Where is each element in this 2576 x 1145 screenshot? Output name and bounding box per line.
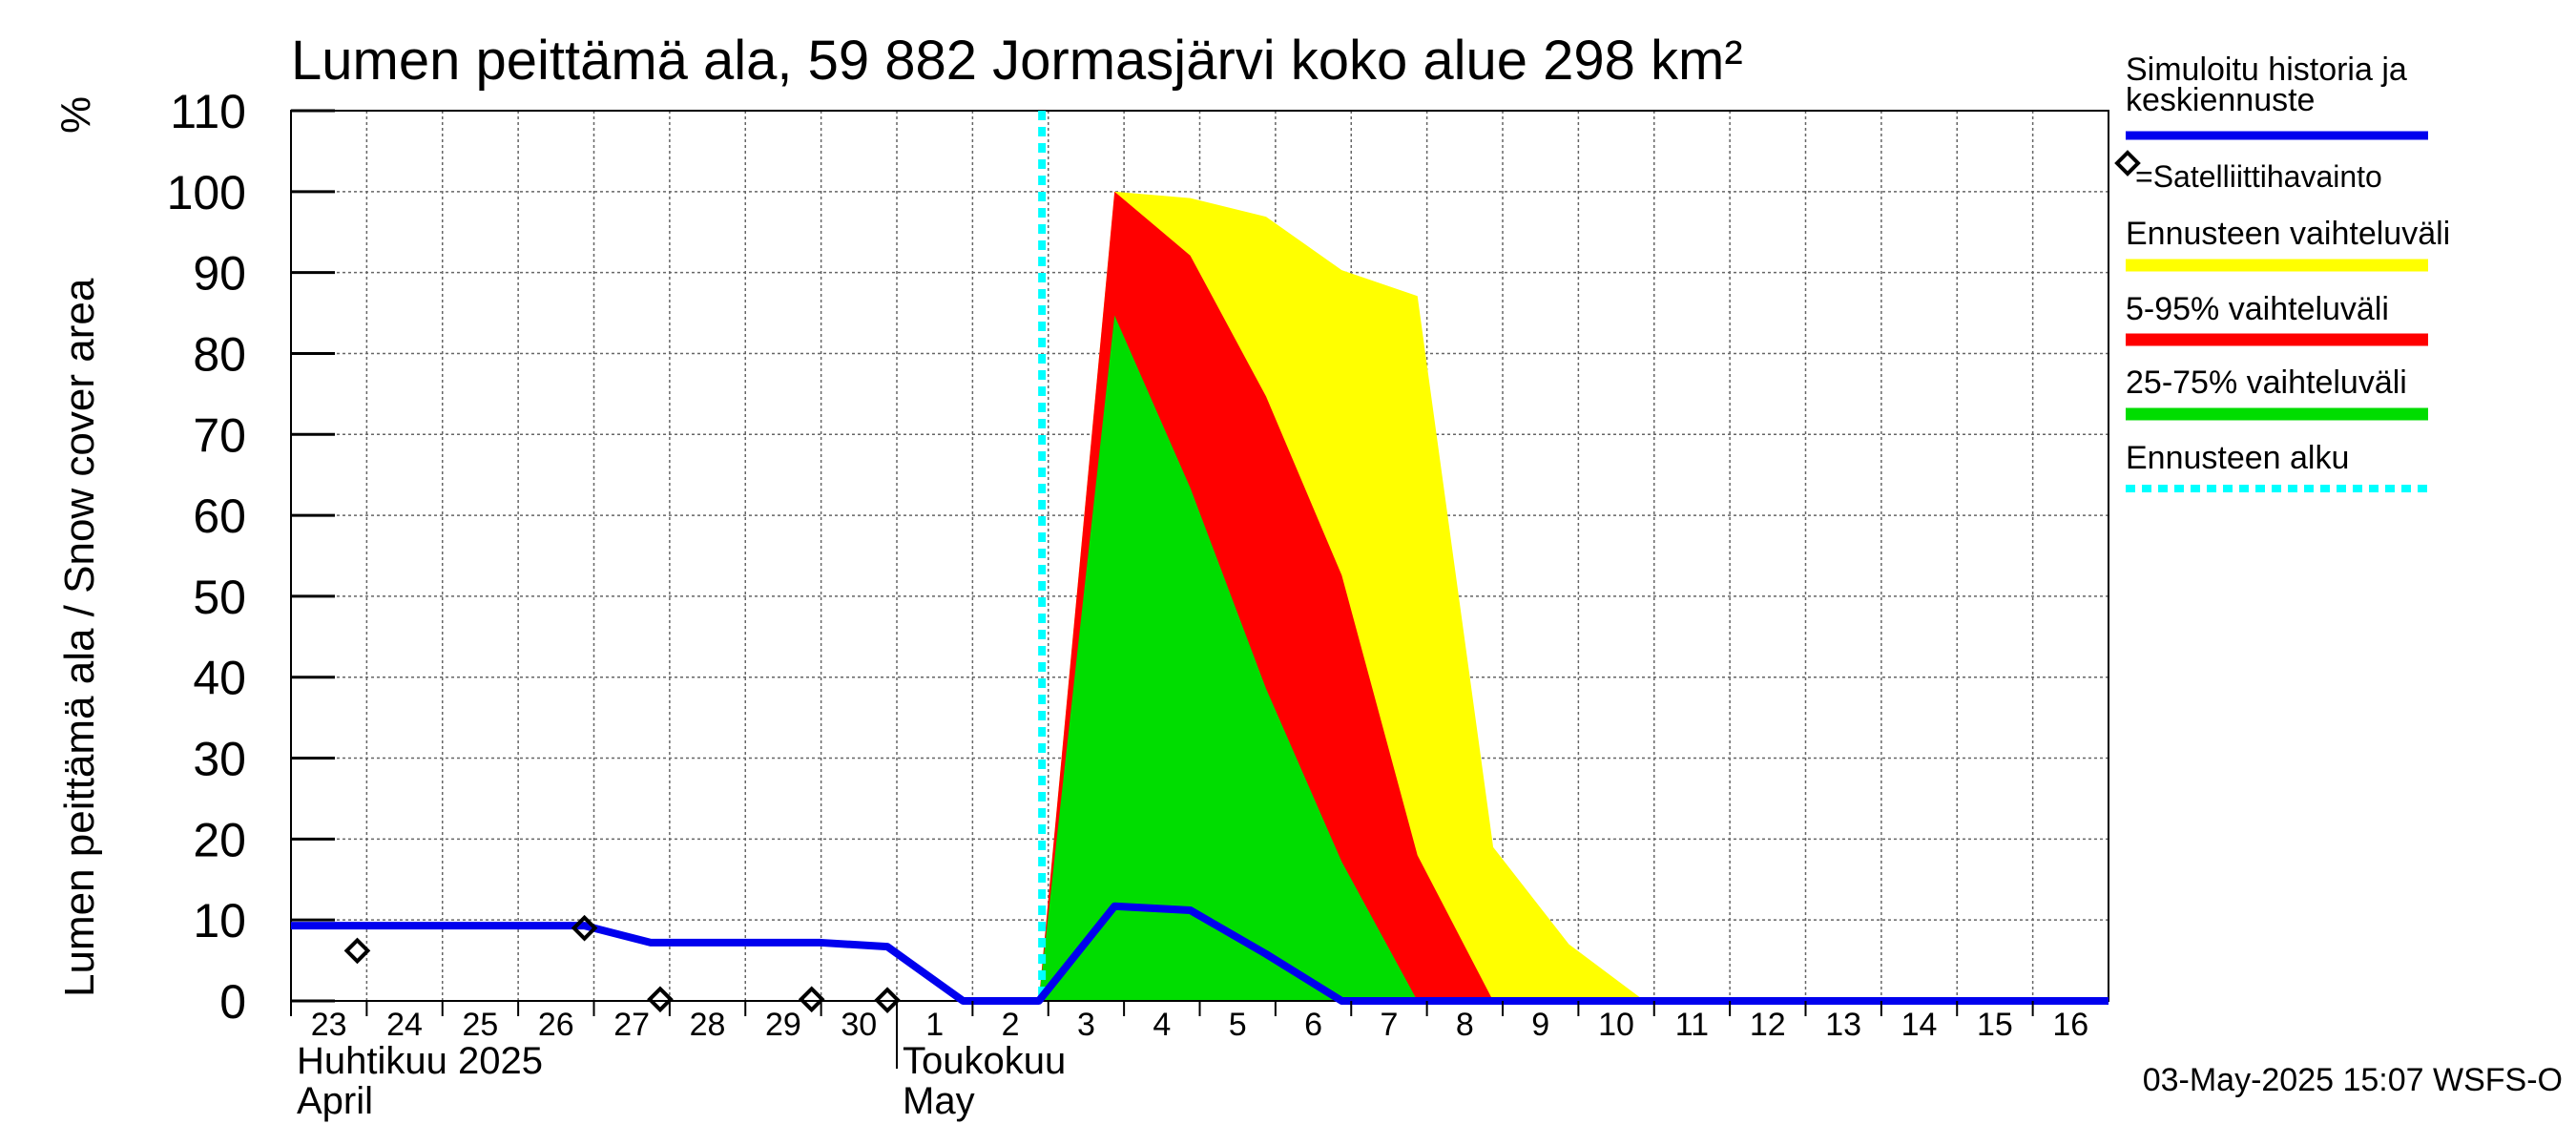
y-tick-label: 70 bbox=[193, 408, 246, 462]
x-tick-label: 14 bbox=[1901, 1007, 1938, 1043]
y-axis-labels: 0 10 20 30 40 50 60 70 80 90 100 110 bbox=[167, 85, 246, 1029]
footer-timestamp: 03-May-2025 15:07 WSFS-O bbox=[2143, 1062, 2563, 1098]
x-tick-label: 1 bbox=[925, 1007, 944, 1043]
x-tick-label: 26 bbox=[538, 1007, 574, 1043]
x-tick-label: 3 bbox=[1077, 1007, 1095, 1043]
x-tick-label: 11 bbox=[1675, 1007, 1709, 1043]
legend-label: Ennusteen alku bbox=[2126, 440, 2349, 476]
legend-marker-satellite bbox=[2114, 150, 2141, 177]
x-tick-label: 5 bbox=[1229, 1007, 1247, 1043]
chart-title: Lumen peittämä ala, 59 882 Jormasjärvi k… bbox=[291, 30, 1743, 92]
axis-ticks bbox=[290, 109, 2034, 1016]
satellite-marker bbox=[647, 986, 674, 1013]
y-axis-unit: % bbox=[52, 96, 99, 134]
x-tick-label: 15 bbox=[1977, 1007, 2013, 1043]
month-label-en: May bbox=[903, 1080, 975, 1122]
y-tick-label: 30 bbox=[193, 733, 246, 786]
x-tick-label: 9 bbox=[1531, 1007, 1549, 1043]
legend-label: 25-75% vaihteluväli bbox=[2126, 364, 2407, 401]
x-tick-label: 28 bbox=[690, 1007, 726, 1043]
y-tick-label: 110 bbox=[170, 85, 246, 138]
y-tick-label: 40 bbox=[193, 652, 246, 705]
y-tick-label: 80 bbox=[193, 327, 246, 381]
y-tick-label: 10 bbox=[193, 894, 246, 947]
x-tick-label: 23 bbox=[311, 1007, 347, 1043]
x-tick-label: 29 bbox=[765, 1007, 801, 1043]
satellite-marker bbox=[798, 986, 825, 1013]
y-tick-label: 50 bbox=[193, 571, 246, 624]
legend-label: 5-95% vaihteluväli bbox=[2126, 291, 2389, 327]
y-tick-label: 20 bbox=[193, 813, 246, 866]
satellite-marker bbox=[571, 914, 598, 942]
x-tick-label: 30 bbox=[841, 1007, 877, 1043]
x-axis-labels: 23 24 25 26 27 28 29 30 1 2 3 4 5 6 7 8 9 10 11 12 13 14 15 16H… bbox=[297, 1001, 2088, 1122]
forecast-bands bbox=[1038, 191, 1645, 1002]
x-tick-label: 24 bbox=[386, 1007, 423, 1043]
x-tick-label: 4 bbox=[1153, 1007, 1171, 1043]
legend-label: =Satelliittihavainto bbox=[2135, 159, 2382, 194]
x-tick-label: 16 bbox=[2052, 1007, 2088, 1043]
x-tick-label: 13 bbox=[1825, 1007, 1861, 1043]
x-tick-label: 10 bbox=[1598, 1007, 1634, 1043]
x-tick-label: 25 bbox=[463, 1007, 499, 1043]
x-tick-label: 8 bbox=[1456, 1007, 1474, 1043]
x-tick-label: 27 bbox=[613, 1007, 650, 1043]
x-tick-label: 7 bbox=[1380, 1007, 1398, 1043]
y-tick-label: 100 bbox=[167, 166, 246, 219]
legend-label: keskiennuste bbox=[2126, 82, 2315, 118]
x-tick-label: 6 bbox=[1304, 1007, 1322, 1043]
y-tick-label: 60 bbox=[193, 489, 246, 543]
x-tick-label: 2 bbox=[1002, 1007, 1020, 1043]
legend-label: Ennusteen vaihteluväli bbox=[2126, 216, 2450, 252]
median-series bbox=[291, 902, 2109, 1005]
band-25-75-vaihteluv-li bbox=[1038, 315, 1418, 1002]
month-label-en: April bbox=[297, 1080, 373, 1122]
month-label: Huhtikuu 2025 bbox=[297, 1040, 543, 1082]
x-tick-label: 12 bbox=[1750, 1007, 1786, 1043]
y-tick-label: 90 bbox=[193, 247, 246, 301]
satellite-observations bbox=[343, 914, 901, 1013]
legend-label: Simuloitu historia ja bbox=[2126, 52, 2407, 88]
month-label: Toukokuu bbox=[903, 1040, 1066, 1082]
satellite-marker bbox=[874, 987, 901, 1013]
satellite-marker bbox=[343, 937, 371, 965]
median-line bbox=[291, 902, 2109, 1005]
y-tick-label: 0 bbox=[219, 975, 246, 1029]
y-axis-label: Lumen peittämä ala / Snow cover area bbox=[56, 278, 103, 997]
